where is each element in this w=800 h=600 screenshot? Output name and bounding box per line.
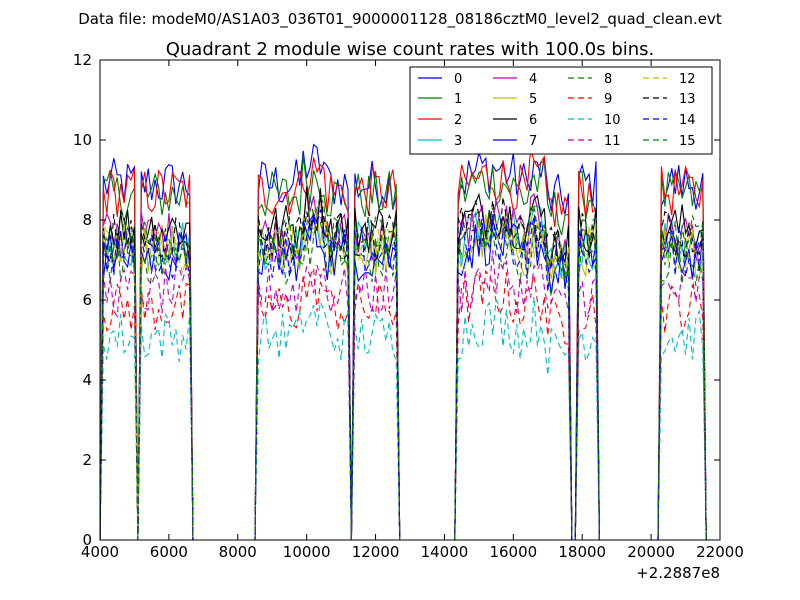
- file-title: Data file: modeM0/AS1A03_036T01_90000011…: [78, 10, 722, 29]
- x-tick-label: 10000: [283, 543, 331, 561]
- legend-label-15: 15: [679, 134, 696, 149]
- chart-title: Quadrant 2 module wise count rates with …: [166, 39, 655, 60]
- x-tick-label: 12000: [352, 543, 400, 561]
- legend-label-2: 2: [454, 113, 462, 128]
- y-tick-label: 0: [82, 531, 92, 549]
- legend-label-4: 4: [529, 72, 537, 87]
- legend-label-12: 12: [679, 72, 696, 87]
- x-tick-label: 18000: [558, 543, 606, 561]
- series-10-line: [100, 296, 707, 540]
- y-tick-label: 12: [73, 51, 92, 69]
- x-tick-label: 14000: [421, 543, 469, 561]
- x-tick-label: 6000: [150, 543, 188, 561]
- legend-label-9: 9: [604, 92, 612, 107]
- x-tick-label: 4000: [81, 543, 119, 561]
- legend-label-10: 10: [604, 113, 621, 128]
- y-tick-label: 4: [82, 371, 92, 389]
- series-14-line: [100, 209, 707, 540]
- legend-label-11: 11: [604, 134, 621, 149]
- legend-label-6: 6: [529, 113, 537, 128]
- plot-area: [100, 143, 707, 540]
- legend-label-14: 14: [679, 113, 696, 128]
- legend-label-7: 7: [529, 134, 537, 149]
- y-tick-label: 10: [73, 131, 92, 149]
- y-tick-label: 6: [82, 291, 92, 309]
- legend-label-1: 1: [454, 92, 462, 107]
- x-tick-label: 22000: [696, 543, 744, 561]
- legend-label-13: 13: [679, 92, 696, 107]
- x-tick-label: 16000: [489, 543, 537, 561]
- legend-label-3: 3: [454, 134, 462, 149]
- legend-label-8: 8: [604, 72, 612, 87]
- legend-frame: [409, 66, 713, 155]
- y-tick-label: 2: [82, 451, 92, 469]
- legend-label-5: 5: [529, 92, 537, 107]
- legend-label-0: 0: [454, 72, 462, 87]
- x-tick-label: 8000: [219, 543, 257, 561]
- series-12-line: [100, 200, 707, 540]
- axes: 4000 6000 8000 10000 12000 14000 16000 18000 200…: [73, 51, 744, 561]
- x-tick-label: 20000: [627, 543, 675, 561]
- y-tick-label: 8: [82, 211, 92, 229]
- x-offset-label: +2.2887e8: [636, 564, 720, 582]
- series-15-line: [100, 193, 707, 540]
